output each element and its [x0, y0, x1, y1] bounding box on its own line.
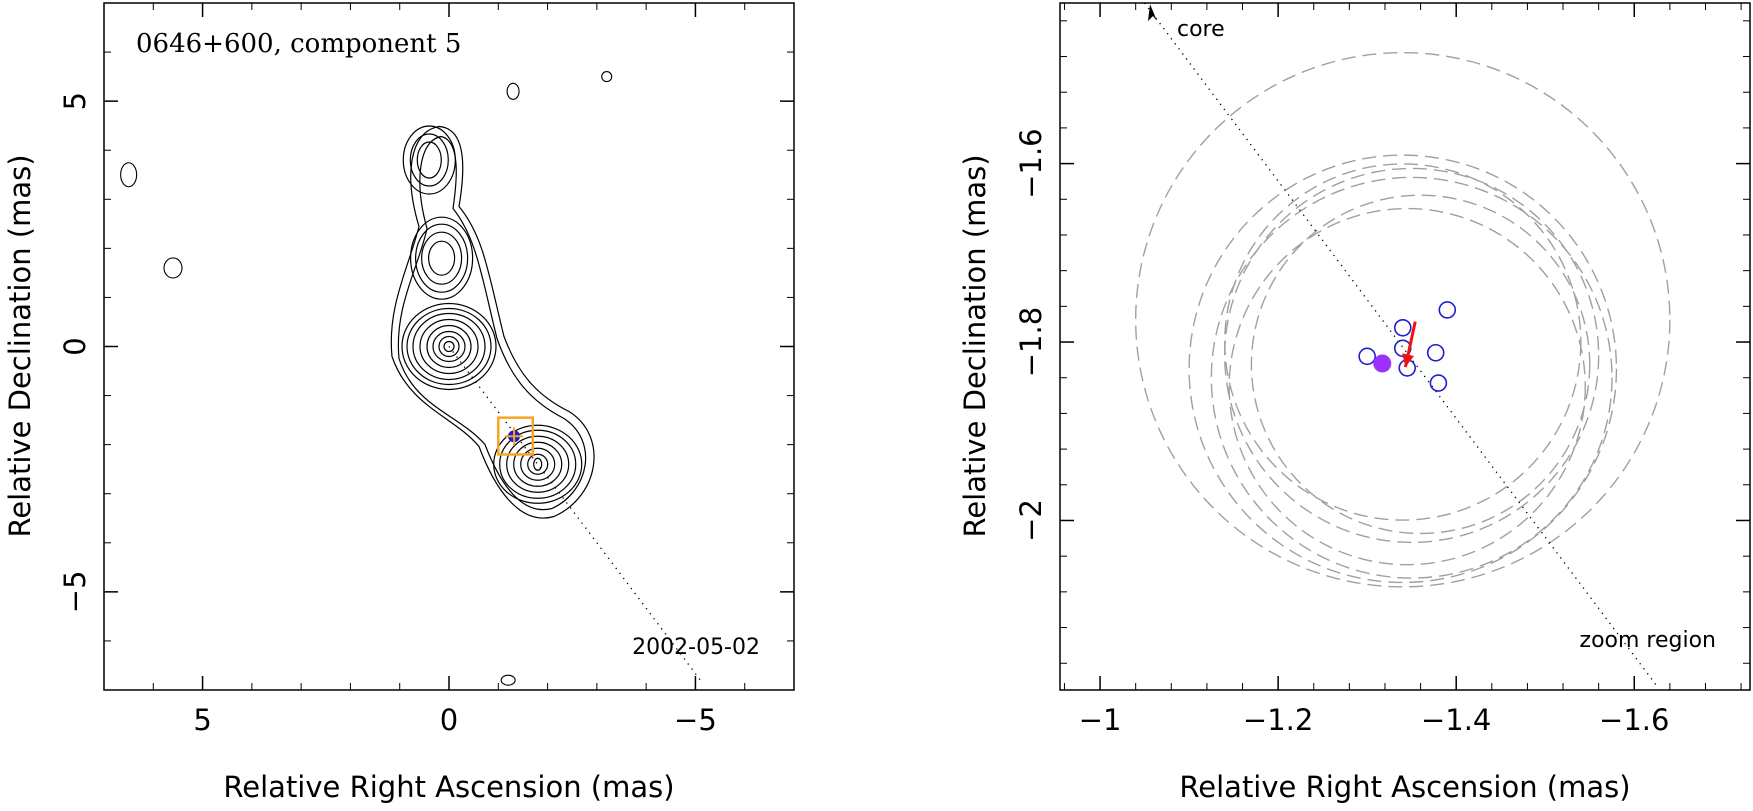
- x-tick-label: −1: [1079, 703, 1122, 737]
- contour-line: [397, 135, 587, 511]
- error-circle: [1188, 154, 1618, 584]
- contour-panel: 5 0 −5 5 0 −5 0646+600, component 5 2002-05-0…: [3, 2, 795, 804]
- contour-line: [499, 429, 577, 499]
- zoom-region-label: zoom region: [1580, 628, 1716, 653]
- error-circle: [1250, 194, 1591, 535]
- y-tick-label: −2: [1014, 499, 1048, 542]
- x-tick-label: −1.6: [1599, 703, 1669, 737]
- contour-line: [410, 216, 474, 300]
- panel-title: 0646+600, component 5: [136, 29, 461, 59]
- contour-line: [406, 307, 492, 386]
- contour-line: [513, 441, 563, 487]
- contour-line: [506, 435, 570, 493]
- zoom-panel: core zoom region −1 −1.2 −1.4 −1.6−1.6−1.8−…: [958, 2, 1751, 804]
- x-axis-label: Relative Right Ascension (mas): [223, 770, 674, 804]
- y-tick-label: 0: [58, 337, 92, 355]
- y-tick-label: −5: [58, 570, 92, 613]
- motion-arrowhead: [1402, 353, 1415, 368]
- contour-line: [412, 312, 486, 381]
- error-circles: [1134, 51, 1671, 588]
- error-circle: [1134, 51, 1671, 588]
- contour-line: [428, 240, 456, 276]
- contour-line: [443, 340, 455, 353]
- noise-contour: [601, 71, 613, 83]
- contour-line: [419, 318, 479, 375]
- axis-ticks: 5 0 −5 5 0 −5: [58, 2, 795, 737]
- mean-position-point: [1373, 354, 1392, 373]
- contour-line: [421, 231, 463, 285]
- zoom-box: [497, 416, 535, 456]
- y-tick-label: −1.8: [1014, 307, 1048, 377]
- contour-line: [416, 141, 442, 179]
- error-circle: [1210, 176, 1613, 579]
- contour-line: [520, 447, 556, 481]
- error-circle: [1228, 207, 1586, 566]
- contour-line: [533, 457, 543, 471]
- error-circle: [1224, 167, 1600, 544]
- noise-contour: [163, 257, 183, 279]
- x-tick-label: −1.2: [1243, 703, 1313, 737]
- x-tick-label: 5: [193, 703, 211, 737]
- error-circle: [1224, 163, 1582, 521]
- position-point: [1426, 343, 1445, 362]
- y-tick-label: 5: [58, 92, 92, 110]
- noise-contour: [506, 82, 520, 100]
- contour-line: [426, 324, 472, 369]
- contour-line: [438, 335, 460, 358]
- y-tick-label: −1.6: [1014, 128, 1048, 198]
- contour-line: [409, 133, 449, 187]
- core-label: core: [1177, 17, 1225, 42]
- y-axis-label: Relative Declination (mas): [3, 154, 37, 537]
- x-axis-label: Relative Right Ascension (mas): [1179, 770, 1630, 804]
- contour-line: [432, 330, 466, 363]
- position-point: [1438, 301, 1457, 319]
- noise-contour: [500, 674, 516, 686]
- epoch-date: 2002-05-02: [632, 635, 760, 660]
- position-point: [1429, 374, 1448, 392]
- axis-ticks: −1 −1.2 −1.4 −1.6 −1.6 −1.8 −2: [1014, 3, 1750, 737]
- x-tick-label: −1.4: [1421, 703, 1491, 737]
- noise-contour: [120, 162, 138, 188]
- contour-line: [390, 125, 595, 519]
- component-marker: [505, 427, 524, 446]
- position-point: [1393, 318, 1412, 337]
- x-tick-label: 0: [440, 703, 458, 737]
- y-axis-label: Relative Declination (mas): [958, 154, 992, 537]
- position-points: [1358, 301, 1457, 392]
- position-point: [1358, 347, 1376, 366]
- contour-line: [401, 302, 497, 391]
- contour-map: [120, 71, 613, 686]
- contour-line: [415, 223, 469, 293]
- jet-direction-line: [448, 346, 701, 681]
- core-direction-arrowhead: [1148, 4, 1157, 21]
- contour-line: [527, 453, 549, 475]
- x-tick-label: −5: [674, 703, 717, 737]
- plot-frame: [1059, 2, 1751, 691]
